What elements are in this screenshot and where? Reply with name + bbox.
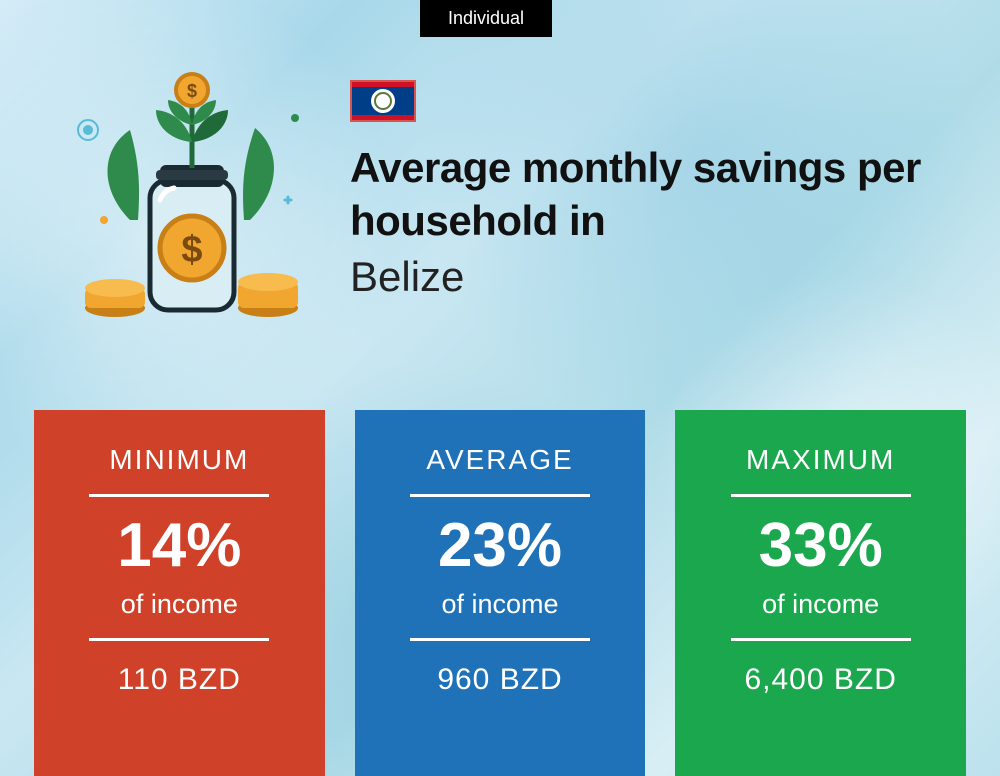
stat-cards: MINIMUM 14% of income 110 BZD AVERAGE 23… [34, 410, 966, 776]
svg-text:$: $ [181, 229, 202, 271]
card-label: MAXIMUM [746, 444, 895, 476]
divider [89, 638, 269, 641]
belize-flag-icon [350, 80, 416, 122]
divider [410, 638, 590, 641]
divider [731, 494, 911, 497]
page-title: Average monthly savings per household in [350, 142, 960, 247]
svg-text:$: $ [187, 81, 197, 101]
of-income-label: of income [121, 589, 238, 620]
card-average: AVERAGE 23% of income 960 BZD [355, 410, 646, 776]
divider [731, 638, 911, 641]
card-minimum: MINIMUM 14% of income 110 BZD [34, 410, 325, 776]
of-income-label: of income [441, 589, 558, 620]
category-tab: Individual [420, 0, 552, 37]
percent-value: 14% [117, 515, 241, 577]
card-label: AVERAGE [426, 444, 573, 476]
amount-value: 110 BZD [118, 663, 241, 697]
divider [410, 494, 590, 497]
percent-value: 33% [759, 515, 883, 577]
percent-value: 23% [438, 515, 562, 577]
divider [89, 494, 269, 497]
heading-block: Average monthly savings per household in… [350, 70, 960, 301]
card-maximum: MAXIMUM 33% of income 6,400 BZD [675, 410, 966, 776]
of-income-label: of income [762, 589, 879, 620]
header: $ $ Average monthly savings per househol… [60, 70, 960, 330]
amount-value: 6,400 BZD [744, 663, 896, 697]
savings-jar-illustration: $ $ [60, 70, 320, 330]
amount-value: 960 BZD [437, 663, 562, 697]
card-label: MINIMUM [109, 444, 249, 476]
country-name: Belize [350, 253, 960, 301]
